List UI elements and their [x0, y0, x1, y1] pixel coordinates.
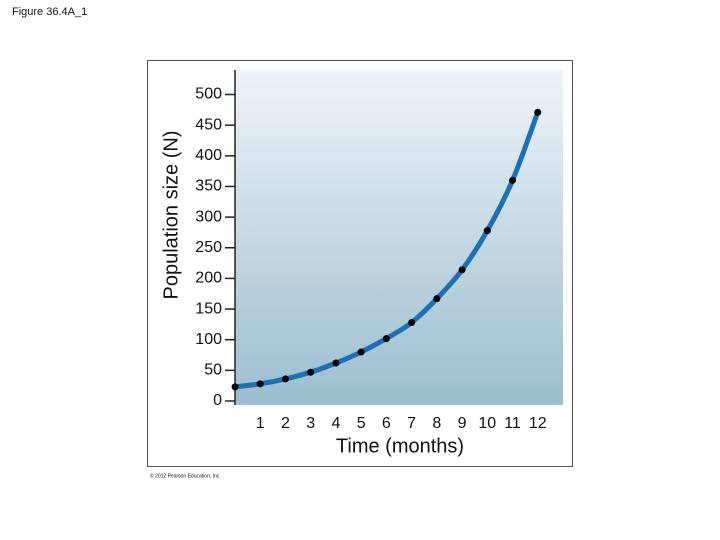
x-tick-label: 4: [331, 415, 340, 432]
data-point: [433, 295, 441, 303]
y-tick-label: 150: [195, 300, 222, 317]
data-point: [307, 368, 315, 376]
data-point: [231, 383, 239, 391]
x-tick-label: 9: [458, 415, 467, 432]
y-tick-label: 400: [195, 147, 222, 164]
y-tick-label: 50: [204, 362, 222, 379]
x-tick-label: 2: [281, 415, 290, 432]
x-tick-label: 1: [256, 415, 265, 432]
x-tick-label: 11: [504, 415, 521, 432]
figure-label: Figure 36.4A_1: [12, 6, 87, 18]
plot-area: [235, 70, 563, 405]
data-point: [332, 359, 340, 367]
y-tick-label: 0: [213, 392, 222, 409]
x-tick-label: 12: [529, 415, 547, 432]
y-tick-label: 350: [195, 178, 222, 195]
data-point: [408, 319, 416, 327]
y-tick-label: 250: [195, 239, 222, 256]
y-tick-label: 100: [195, 331, 222, 348]
data-point: [382, 334, 390, 342]
data-point: [357, 348, 365, 356]
x-tick-label: 8: [432, 415, 441, 432]
figure-frame: [147, 60, 573, 467]
y-tick-label: 200: [195, 270, 222, 287]
data-point: [458, 266, 466, 274]
data-point: [256, 380, 264, 388]
x-tick-label: 3: [306, 415, 315, 432]
x-tick-label: 10: [478, 415, 496, 432]
x-tick-label: 7: [407, 415, 416, 432]
x-tick-label: 6: [382, 415, 391, 432]
data-point: [281, 375, 289, 383]
data-point: [509, 176, 517, 184]
y-tick-label: 450: [195, 116, 222, 133]
x-axis-title: Time (months): [336, 435, 464, 457]
data-point: [483, 227, 491, 235]
credit: © 2012 Pearson Education, Inc.: [150, 472, 221, 479]
y-tick-label: 500: [195, 86, 222, 103]
x-tick-label: 5: [357, 415, 366, 432]
y-tick-label: 300: [195, 208, 222, 225]
y-axis-title: Population size (N): [160, 131, 182, 300]
data-point: [534, 108, 542, 116]
